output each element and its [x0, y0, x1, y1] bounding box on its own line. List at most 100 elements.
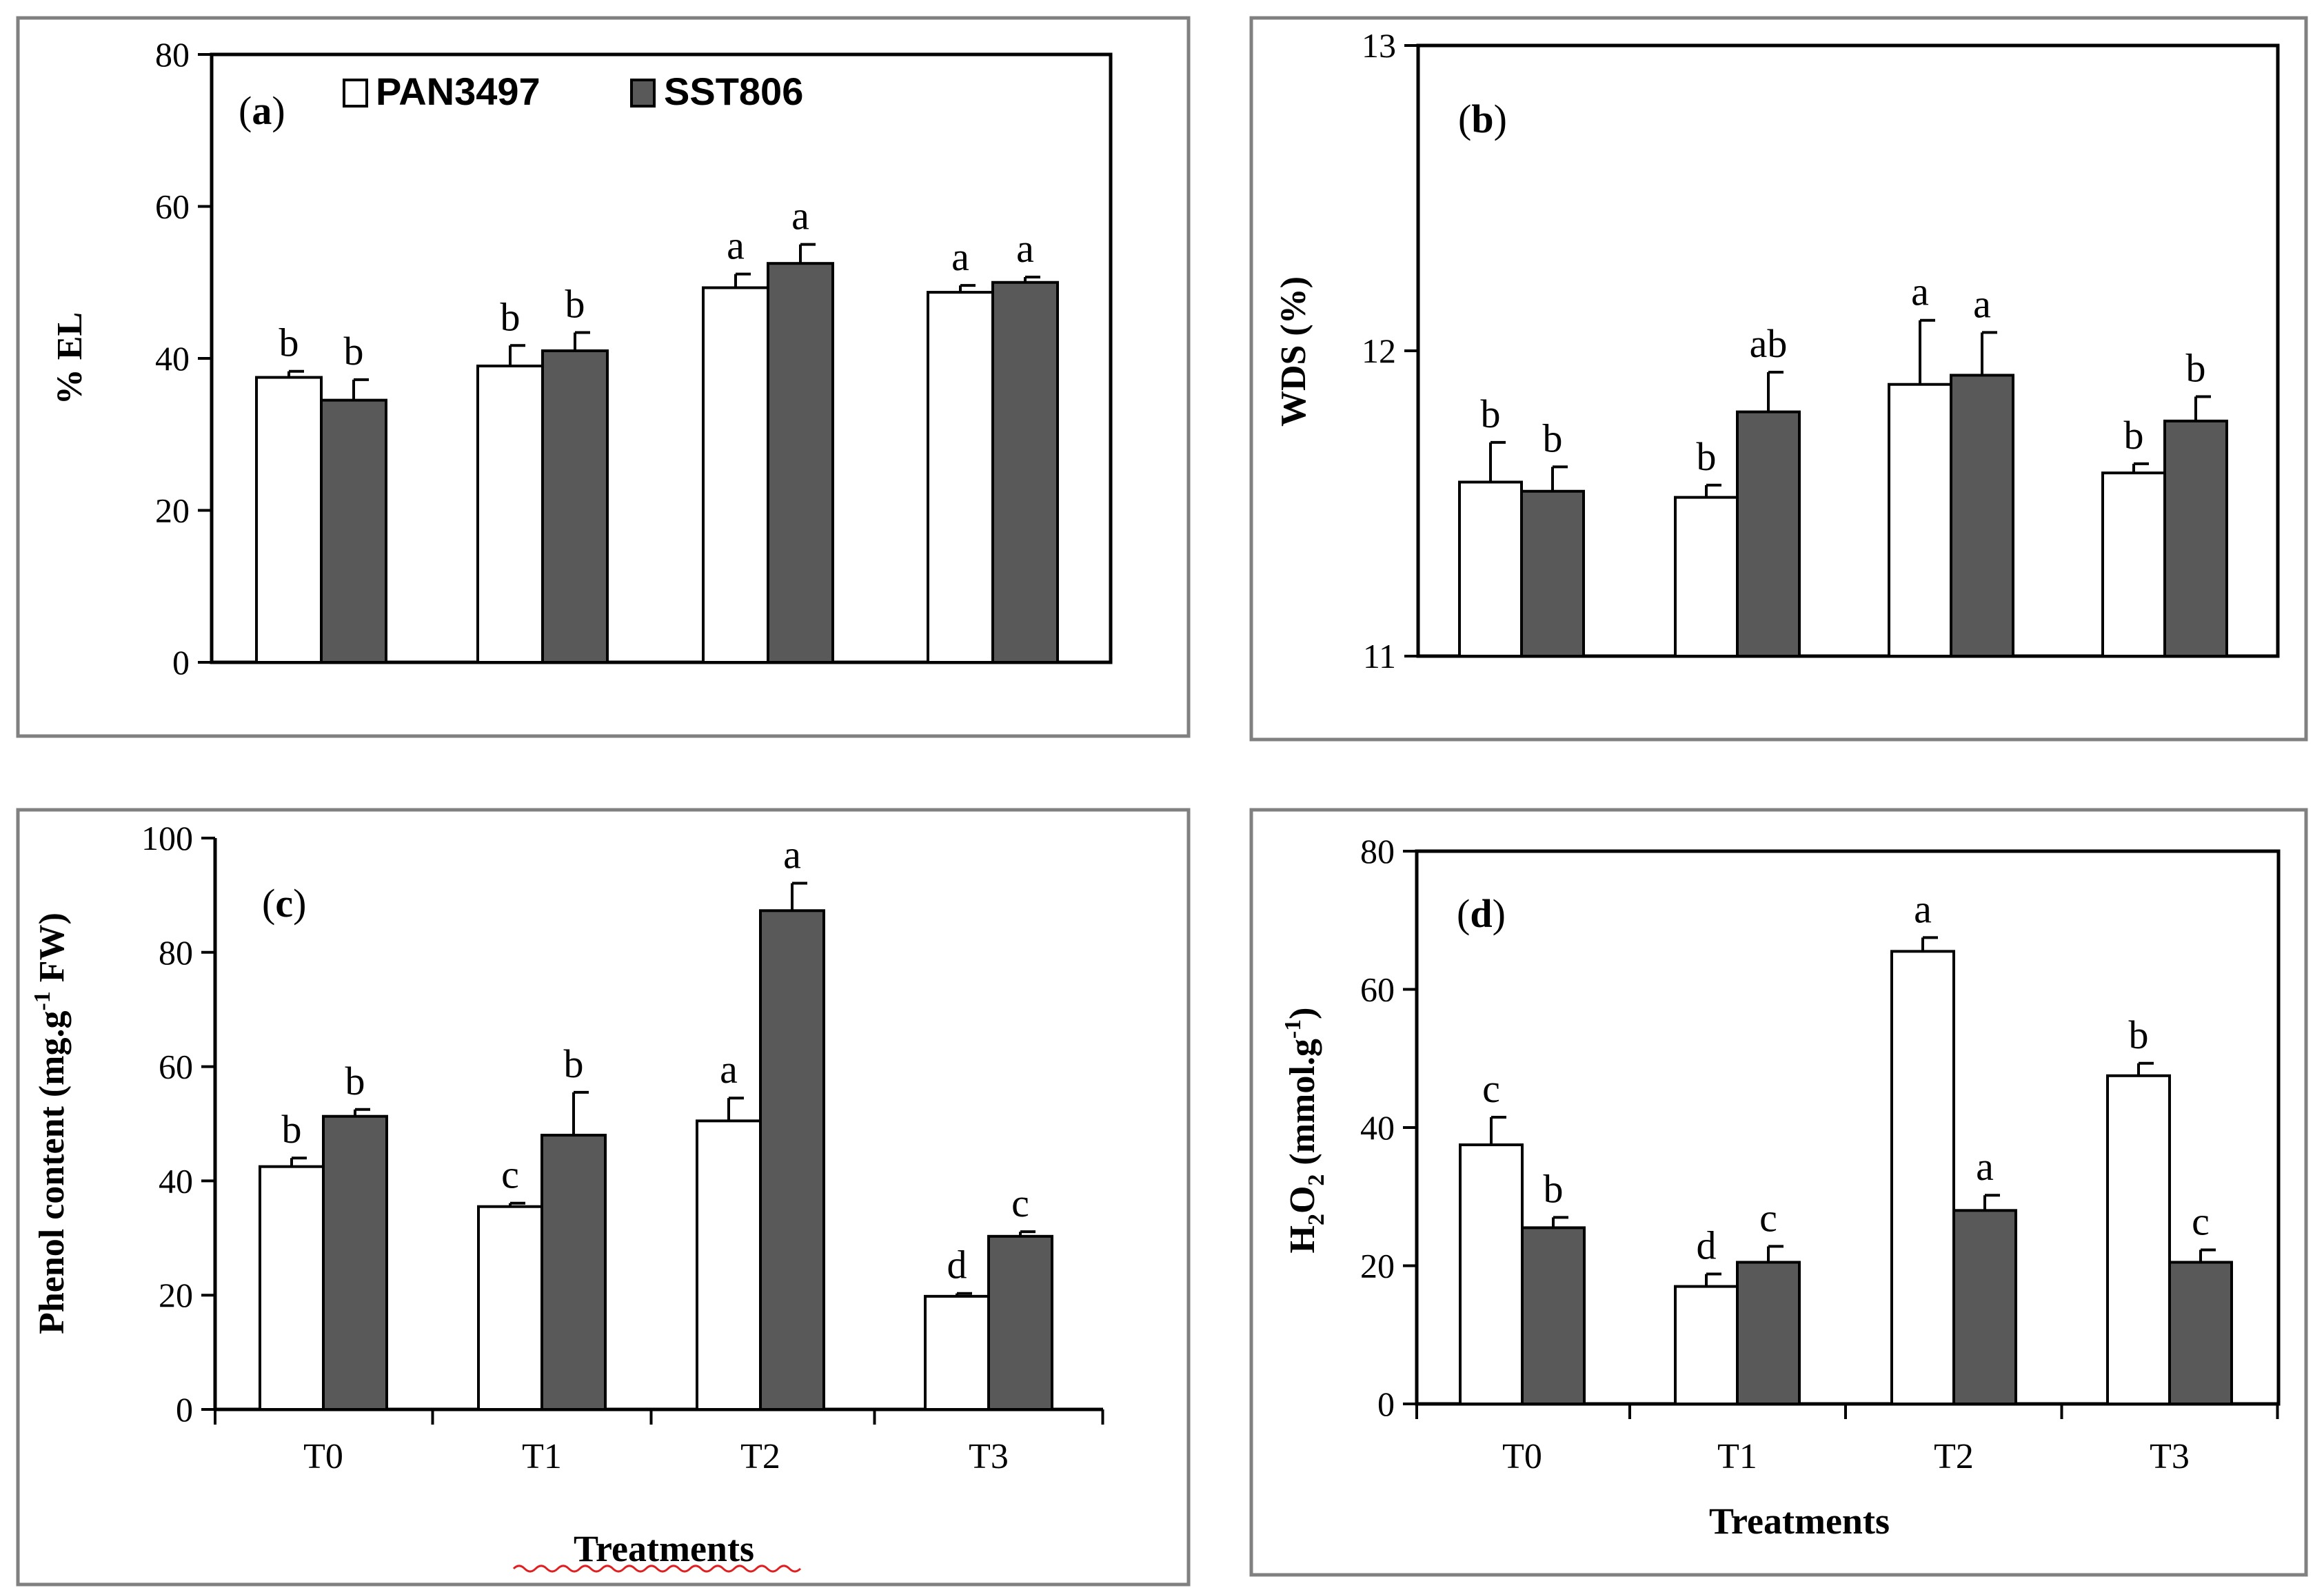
bar-sst806-t2 — [759, 909, 825, 1411]
panel-d-x-axis-label: Treatments — [1709, 1500, 1890, 1542]
significance-letter-pan3497-t0: b — [1481, 391, 1501, 436]
bar-sst806-t0 — [1521, 1226, 1586, 1406]
significance-letter-sst806-t3: c — [1011, 1181, 1029, 1225]
y-tick-label: 0 — [1377, 1385, 1395, 1423]
bar-pan3497-t1 — [1674, 496, 1739, 658]
significance-letter-sst806-t2: a — [1976, 1144, 1994, 1189]
significance-letter-sst806-t2: a — [791, 194, 809, 238]
significance-letter-sst806-t0: b — [344, 329, 364, 374]
legend-sst806-label: SST806 — [664, 70, 803, 113]
bar-sst806-t0 — [1520, 489, 1585, 658]
significance-letter-pan3497-t0: c — [1482, 1066, 1500, 1111]
y-tick-label: 0 — [172, 643, 190, 682]
x-tick-label-t1: T1 — [1717, 1437, 1757, 1476]
significance-letter-sst806-t1: b — [564, 1041, 584, 1086]
y-tick-label: 80 — [159, 933, 193, 972]
x-tick-label-t3: T3 — [969, 1437, 1009, 1476]
bar-sst806-t3 — [2163, 419, 2228, 658]
y-tick-label: 20 — [159, 1276, 193, 1314]
bar-pan3497-t0 — [255, 376, 323, 664]
panel-d-y-ticks: 0 20 40 60 80 — [1360, 832, 1417, 1423]
panel-b-y-axis-label: WDS (%) — [1274, 276, 1313, 427]
bar-sst806-t3 — [991, 281, 1059, 664]
y-tick-label: 40 — [1360, 1108, 1395, 1147]
bar-pan3497-t2 — [702, 286, 769, 664]
significance-letter-sst806-t1: ab — [1750, 321, 1788, 366]
bar-pan3497-t2 — [696, 1119, 762, 1411]
y-tick-label: 80 — [155, 35, 190, 74]
significance-letter-pan3497-t1: c — [501, 1152, 519, 1197]
significance-letter-pan3497-t0: b — [282, 1107, 302, 1152]
bar-pan3497-t1 — [1674, 1285, 1739, 1405]
bar-sst806-t2 — [1952, 1209, 2017, 1406]
significance-letter-pan3497-t3: a — [951, 234, 969, 279]
bar-sst806-t2 — [1950, 374, 2014, 658]
panel-b-label: (b) — [1458, 96, 1507, 141]
panel-b-y-ticks: 11 12 13 — [1362, 26, 1418, 675]
panel-c-y-axis-label: Phenol content (mg.g-1 FW) — [30, 913, 72, 1334]
panel-a-label: (a) — [239, 88, 285, 133]
significance-letter-pan3497-t1: b — [1697, 434, 1717, 479]
bar-sst806-t1 — [1736, 1261, 1801, 1406]
y-tick-label: 60 — [155, 187, 190, 226]
significance-letter-sst806-t0: b — [1543, 416, 1563, 460]
y-tick-label: 20 — [155, 491, 190, 530]
significance-letter-pan3497-t3: b — [2129, 1012, 2149, 1057]
panel-d-label: (d) — [1457, 891, 1506, 936]
significance-letter-sst806-t1: b — [565, 282, 585, 327]
y-tick-label: 13 — [1362, 26, 1396, 65]
bar-pan3497-t3 — [924, 1294, 990, 1411]
y-tick-label: 60 — [1360, 970, 1395, 1009]
x-tick-label-t0: T0 — [1502, 1437, 1542, 1476]
bar-pan3497-t0 — [259, 1165, 325, 1411]
panel-d-y-axis-label: H2O2 (mmol.g-1) — [1280, 1008, 1329, 1254]
bar-sst806-t3 — [987, 1234, 1053, 1411]
significance-letter-pan3497-t2: a — [1914, 886, 1932, 931]
x-tick-label-t2: T2 — [740, 1437, 780, 1476]
significance-letter-pan3497-t1: d — [1697, 1223, 1717, 1268]
panel-c-label: (c) — [262, 881, 306, 926]
bar-pan3497-t3 — [927, 291, 994, 664]
y-tick-label: 40 — [155, 339, 190, 378]
significance-letter-sst806-t1: c — [1759, 1195, 1777, 1240]
y-tick-label: 60 — [159, 1048, 193, 1086]
bar-pan3497-t1 — [477, 1205, 543, 1411]
panel-c-y-ticks: 0 20 40 60 80 100 — [141, 819, 215, 1429]
significance-letter-pan3497-t3: b — [2124, 413, 2144, 458]
y-tick-label: 80 — [1360, 832, 1395, 870]
y-tick-label: 12 — [1362, 332, 1396, 370]
significance-letter-pan3497-t2: a — [720, 1047, 738, 1092]
significance-letter-sst806-t3: c — [2192, 1199, 2210, 1243]
panel-d-x-ticks: T0 T1 T2 T3 — [1415, 1404, 2279, 1476]
significance-letter-sst806-t0: b — [345, 1059, 365, 1103]
significance-letter-pan3497-t2: a — [727, 223, 745, 268]
significance-letter-sst806-t3: b — [2186, 345, 2206, 390]
panel-a-y-axis-label: % EL — [50, 312, 90, 405]
y-tick-label: 20 — [1360, 1247, 1395, 1285]
y-tick-label: 11 — [1363, 637, 1396, 675]
x-tick-label-t2: T2 — [1934, 1437, 1974, 1476]
legend-pan3497-label: PAN3497 — [376, 70, 540, 113]
significance-letter-sst806-t2: a — [783, 832, 801, 877]
bar-sst806-t1 — [1736, 410, 1801, 658]
y-tick-label: 0 — [176, 1390, 193, 1429]
x-tick-label-t3: T3 — [2150, 1437, 2190, 1476]
y-tick-label: 100 — [141, 819, 193, 857]
legend: PAN3497 SST806 — [343, 70, 803, 113]
legend-sst806-swatch — [630, 79, 656, 108]
significance-letter-sst806-t3: a — [1016, 226, 1034, 271]
bar-pan3497-t3 — [2101, 471, 2166, 658]
significance-letter-sst806-t0: b — [1544, 1166, 1564, 1211]
significance-letter-sst806-t2: a — [1973, 281, 1991, 326]
bar-pan3497-t0 — [1458, 480, 1523, 658]
x-tick-label-t0: T0 — [303, 1437, 343, 1476]
bar-pan3497-t0 — [1459, 1143, 1524, 1405]
bar-sst806-t1 — [541, 349, 609, 664]
panel-c-x-axis-label: Treatments — [574, 1528, 754, 1569]
